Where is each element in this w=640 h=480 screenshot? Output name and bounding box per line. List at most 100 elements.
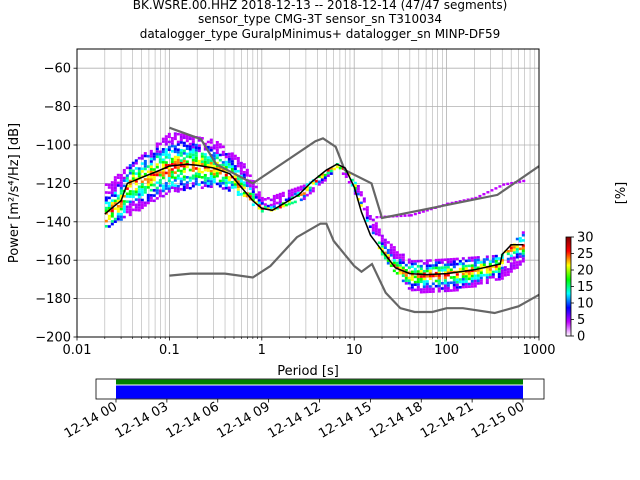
heatmap-cell <box>371 226 375 230</box>
heatmap-cell <box>443 279 447 282</box>
heatmap-cell <box>224 186 228 190</box>
x-tick-label: 0.1 <box>159 343 180 358</box>
heatmap-cell <box>470 285 474 288</box>
heatmap-cell <box>488 270 492 274</box>
heatmap-cell <box>164 135 168 138</box>
plot-frame <box>76 48 540 338</box>
heatmap-cell <box>428 277 432 281</box>
heatmap-cell <box>521 246 525 250</box>
heatmap-cell <box>233 180 237 184</box>
heatmap-cell <box>401 258 405 262</box>
heatmap-cell <box>494 254 498 258</box>
heatmap-cell <box>239 167 243 170</box>
heatmap-cell <box>500 277 504 280</box>
heatmap-cell <box>167 171 171 175</box>
heatmap-cell <box>488 268 492 271</box>
heatmap-cell <box>356 190 360 193</box>
heatmap-cell <box>149 175 153 179</box>
heatmap-cell <box>398 261 402 265</box>
heatmap-cell <box>371 231 375 235</box>
heatmap-cell <box>452 283 456 287</box>
heatmap-cell <box>473 282 477 285</box>
heatmap-cell <box>116 173 120 177</box>
heatmap-cell <box>149 173 153 176</box>
timeline-tick-label: 12-15 00 <box>469 399 527 441</box>
heatmap-cell <box>446 260 450 264</box>
heatmap-cell <box>113 181 117 184</box>
heatmap-cell <box>284 203 288 207</box>
heatmap-cell <box>485 281 489 285</box>
heatmap-cell <box>203 176 207 180</box>
heatmap-cell <box>143 159 147 163</box>
heatmap-cell <box>419 259 423 263</box>
heatmap-cell <box>506 268 510 271</box>
heatmap-cell <box>515 237 519 241</box>
heatmap-cell <box>110 199 114 202</box>
heatmap-cell <box>242 173 246 177</box>
timeline-bar <box>116 385 523 399</box>
heatmap-cell <box>470 282 474 286</box>
heatmap-cell <box>224 155 228 159</box>
timeline-tick-label: 12-14 12 <box>265 399 323 441</box>
heatmap-cell <box>236 169 240 173</box>
heatmap-cell <box>209 175 213 178</box>
heatmap-cell <box>233 167 237 171</box>
heatmap-cell <box>452 276 456 279</box>
heatmap-cell <box>305 186 309 189</box>
heatmap-cell <box>176 169 180 172</box>
heatmap-cell <box>203 158 207 161</box>
heatmap-cell <box>110 188 114 192</box>
heatmap-cell <box>350 178 354 182</box>
heatmap-cell <box>488 260 492 264</box>
heatmap-cell <box>149 199 153 202</box>
heatmap-cell <box>239 172 243 175</box>
heatmap-cell <box>155 181 159 185</box>
heatmap-cell <box>209 138 213 142</box>
colorbar-tick-label: 5 <box>577 313 585 328</box>
heatmap-cell <box>185 147 189 151</box>
heatmap-cell <box>164 184 168 188</box>
heatmap-cell <box>491 273 495 276</box>
heatmap-cell <box>473 266 477 270</box>
heatmap-cell <box>185 137 189 140</box>
heatmap-cell <box>428 269 432 273</box>
heatmap-cell <box>104 201 108 205</box>
heatmap-cell <box>218 143 222 146</box>
heatmap-cell <box>167 140 171 144</box>
y-tick-label: −80 <box>44 100 71 115</box>
heatmap-cell <box>110 183 114 187</box>
heatmap-cell <box>461 280 465 284</box>
heatmap-cell <box>161 194 165 198</box>
heatmap-cell <box>158 179 162 182</box>
y-tick-label: −60 <box>44 62 71 77</box>
heatmap-cell <box>155 197 159 200</box>
heatmap-cell <box>113 199 117 203</box>
heatmap-cell <box>365 208 369 212</box>
heatmap-cell <box>212 180 216 184</box>
heatmap-cell <box>125 192 129 196</box>
heatmap-cell <box>461 264 465 268</box>
heatmap-cell <box>458 280 462 284</box>
heatmap-cell <box>230 165 234 168</box>
heatmap-cell <box>209 149 213 152</box>
heatmap-cell <box>113 189 117 192</box>
heatmap-cell <box>263 203 267 206</box>
heatmap-cell <box>452 263 456 266</box>
heatmap-cell <box>410 270 414 274</box>
heatmap-cell <box>437 261 441 264</box>
heatmap-cell <box>353 186 357 190</box>
heatmap-cell <box>242 165 246 169</box>
heatmap-cell <box>143 154 147 158</box>
outlier-cell <box>375 216 379 219</box>
timeline-tick-label: 12-14 15 <box>316 399 374 441</box>
heatmap-cell <box>236 188 240 191</box>
heatmap-cell <box>152 155 156 158</box>
heatmap-cell <box>194 180 198 183</box>
heatmap-cell <box>152 173 156 177</box>
heatmap-cell <box>143 178 147 181</box>
heatmap-cell <box>191 174 195 178</box>
heatmap-cell <box>242 186 246 190</box>
heatmap-cell <box>503 271 507 274</box>
heatmap-cell <box>152 178 156 182</box>
heatmap-cell <box>158 173 162 177</box>
